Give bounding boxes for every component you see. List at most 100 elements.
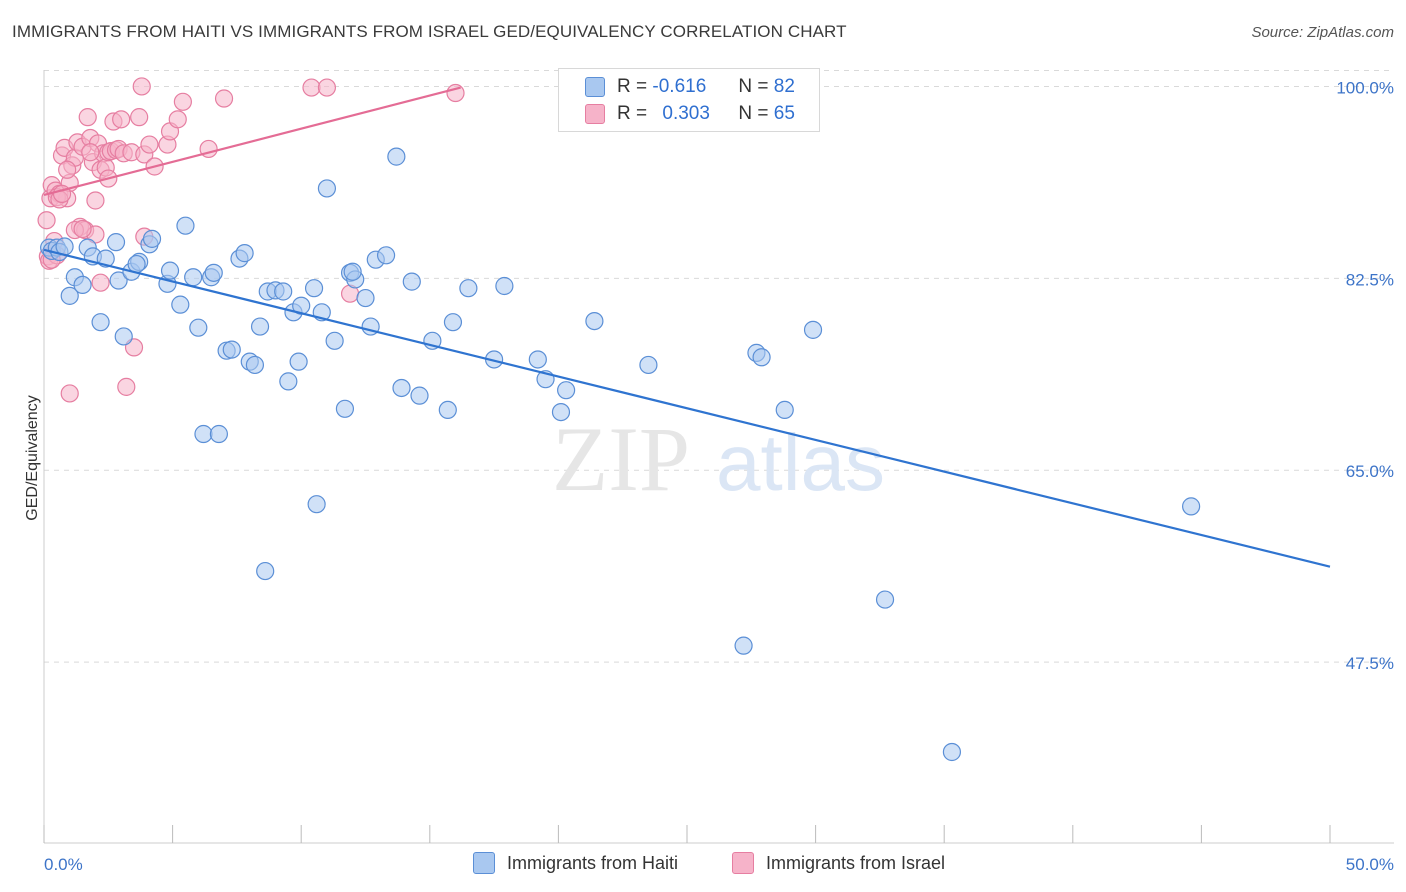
- correlation-legend: R = -0.616 N = 82 R = 0.303 N = 65: [558, 68, 820, 132]
- haiti-point: [803, 320, 823, 339]
- israel-point: [132, 77, 151, 96]
- haiti-point: [585, 311, 604, 331]
- haiti-point: [127, 254, 146, 274]
- israel-r-label: R =: [617, 103, 648, 124]
- israel-point: [317, 78, 337, 97]
- haiti-point: [551, 402, 571, 422]
- haiti-point: [402, 272, 421, 291]
- haiti-point: [443, 313, 463, 332]
- watermark-atlas: atlas: [716, 418, 885, 507]
- haiti-point: [279, 372, 298, 391]
- haiti-point: [160, 261, 180, 280]
- haiti-point: [942, 742, 962, 762]
- israel-point: [73, 219, 92, 239]
- haiti-point: [343, 262, 362, 281]
- israel-legend-label: Immigrants from Israel: [766, 852, 946, 873]
- haiti-point: [256, 561, 275, 581]
- y-tick-label: 47.5%: [1346, 654, 1394, 673]
- israel-point: [37, 211, 56, 230]
- legend-row-haiti: R = -0.616 N = 82: [585, 75, 795, 99]
- haiti-point: [356, 288, 375, 308]
- haiti-n-value: 82: [773, 76, 795, 97]
- haiti-point: [106, 233, 126, 252]
- haiti-point: [73, 275, 92, 295]
- israel-point: [58, 160, 77, 179]
- y-tick-label: 82.5%: [1346, 270, 1394, 289]
- haiti-point: [438, 400, 457, 420]
- haiti-r-value: -0.616: [652, 76, 707, 97]
- israel-point: [81, 143, 100, 162]
- haiti-point: [307, 495, 326, 514]
- israel-point: [117, 377, 136, 396]
- tick-labels: 47.5% 65.0% 82.5% 100.0%: [1336, 78, 1394, 673]
- israel-swatch: [585, 104, 605, 124]
- haiti-point: [274, 282, 293, 301]
- watermark-zip: ZIP: [552, 408, 690, 510]
- haiti-point: [91, 313, 110, 332]
- israel-legend-swatch: [732, 852, 754, 874]
- israel-r-value: 0.303: [662, 103, 710, 124]
- haiti-point: [775, 400, 794, 420]
- israel-n-label: N =: [738, 103, 769, 124]
- israel-point: [140, 135, 159, 154]
- haiti-point: [325, 331, 344, 350]
- haiti-point: [204, 263, 223, 282]
- legend-item-haiti[interactable]: Immigrants from Haiti: [473, 852, 678, 874]
- haiti-legend-swatch: [473, 852, 495, 874]
- series-legend: Immigrants from Haiti Immigrants from Is…: [0, 852, 1406, 878]
- haiti-point: [376, 246, 396, 265]
- haiti-point: [171, 295, 190, 314]
- haiti-point: [114, 327, 133, 346]
- x-tick-min: 0.0%: [44, 855, 83, 874]
- haiti-point: [184, 268, 203, 287]
- israel-point: [302, 78, 321, 97]
- israel-point: [91, 273, 110, 292]
- chart-title: IMMIGRANTS FROM HAITI VS IMMIGRANTS FROM…: [12, 22, 847, 41]
- haiti-point: [495, 276, 514, 296]
- haiti-point: [194, 424, 213, 444]
- haiti-legend-label: Immigrants from Haiti: [507, 852, 679, 873]
- haiti-point: [245, 355, 265, 375]
- haiti-point: [96, 249, 115, 268]
- legend-row-israel: R = 0.303 N = 65: [585, 102, 795, 126]
- haiti-point: [222, 340, 241, 359]
- y-tick-label: 100.0%: [1336, 78, 1394, 97]
- haiti-r-label: R =: [617, 76, 648, 97]
- trend-lines: [43, 86, 1331, 568]
- haiti-point: [142, 229, 162, 248]
- haiti-point: [176, 216, 195, 235]
- haiti-point: [60, 286, 79, 305]
- israel-point: [168, 110, 187, 129]
- israel-point: [78, 108, 97, 127]
- haiti-trend-line: [43, 248, 1331, 568]
- haiti-point: [734, 636, 753, 655]
- watermark: ZIP atlas: [552, 408, 885, 510]
- haiti-point: [189, 318, 208, 337]
- haiti-point: [557, 381, 576, 400]
- y-axis-label: GED/Equivalency: [24, 395, 41, 520]
- source-credit: Source: ZipAtlas.com: [1251, 24, 1394, 41]
- haiti-point: [410, 386, 429, 405]
- israel-point: [446, 83, 465, 103]
- haiti-point: [752, 348, 771, 367]
- haiti-point: [335, 399, 355, 418]
- haiti-point: [304, 279, 324, 298]
- legend-item-israel[interactable]: Immigrants from Israel: [732, 852, 945, 874]
- haiti-n-label: N =: [738, 76, 769, 97]
- haiti-point: [392, 378, 411, 398]
- haiti-point: [639, 355, 658, 375]
- israel-point: [60, 384, 79, 403]
- haiti-series: [40, 147, 1201, 762]
- y-tick-label: 65.0%: [1346, 462, 1394, 481]
- haiti-point: [387, 147, 406, 166]
- israel-n-value: 65: [773, 103, 795, 124]
- haiti-point: [235, 244, 254, 263]
- haiti-point: [109, 271, 128, 290]
- israel-trend-line: [43, 86, 461, 197]
- haiti-point: [528, 350, 547, 369]
- haiti-swatch: [585, 77, 605, 97]
- haiti-point: [209, 424, 228, 444]
- haiti-point: [289, 352, 308, 371]
- israel-point: [173, 92, 192, 111]
